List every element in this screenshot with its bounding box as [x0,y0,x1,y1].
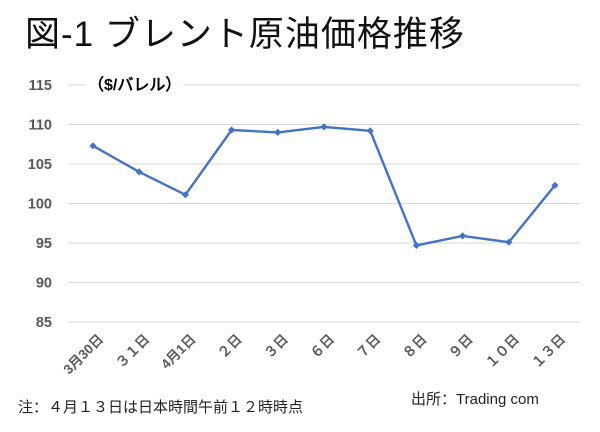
data-point-marker [135,168,143,176]
x-tick-label: ３１日 [113,332,152,371]
data-point-marker [228,126,236,134]
data-point-marker [320,123,328,131]
x-tick-label: 3月30日 [60,332,106,378]
figure-title: 図-1 ブレント原油価格推移 [25,15,465,54]
data-point-marker [459,232,467,240]
data-point-marker [551,181,559,189]
y-tick-label: 100 [28,197,52,213]
x-tick-label: 4月1日 [158,332,198,372]
data-point-marker [89,142,97,150]
y-axis-unit-label: （$/バレル） [86,71,184,95]
data-point-marker [412,241,420,249]
x-tick-label: １０日 [483,332,522,371]
y-tick-label: 90 [36,276,52,292]
x-tick-label: ２日 [215,332,245,362]
y-tick-label: 115 [29,78,52,94]
x-tick-label: ９日 [446,332,476,362]
x-tick-label: ６日 [307,332,337,362]
x-tick-label: ３日 [261,332,291,362]
footnote: 注：４月１３日は日本時間午前１２時時点 [18,399,304,416]
source-credit: 出所：Trading com [411,391,539,408]
x-tick-label: １３日 [529,332,568,371]
data-point-marker [366,127,374,135]
data-point-marker [181,191,189,199]
y-tick-label: 85 [36,315,52,331]
y-tick-label: 105 [28,157,52,173]
y-tick-label: 95 [36,236,52,252]
x-tick-label: ７日 [354,332,384,362]
data-point-marker [505,238,513,246]
data-point-marker [274,128,282,136]
x-tick-label: ８日 [400,332,430,362]
y-tick-label: 110 [29,118,52,134]
price-line [91,125,557,247]
